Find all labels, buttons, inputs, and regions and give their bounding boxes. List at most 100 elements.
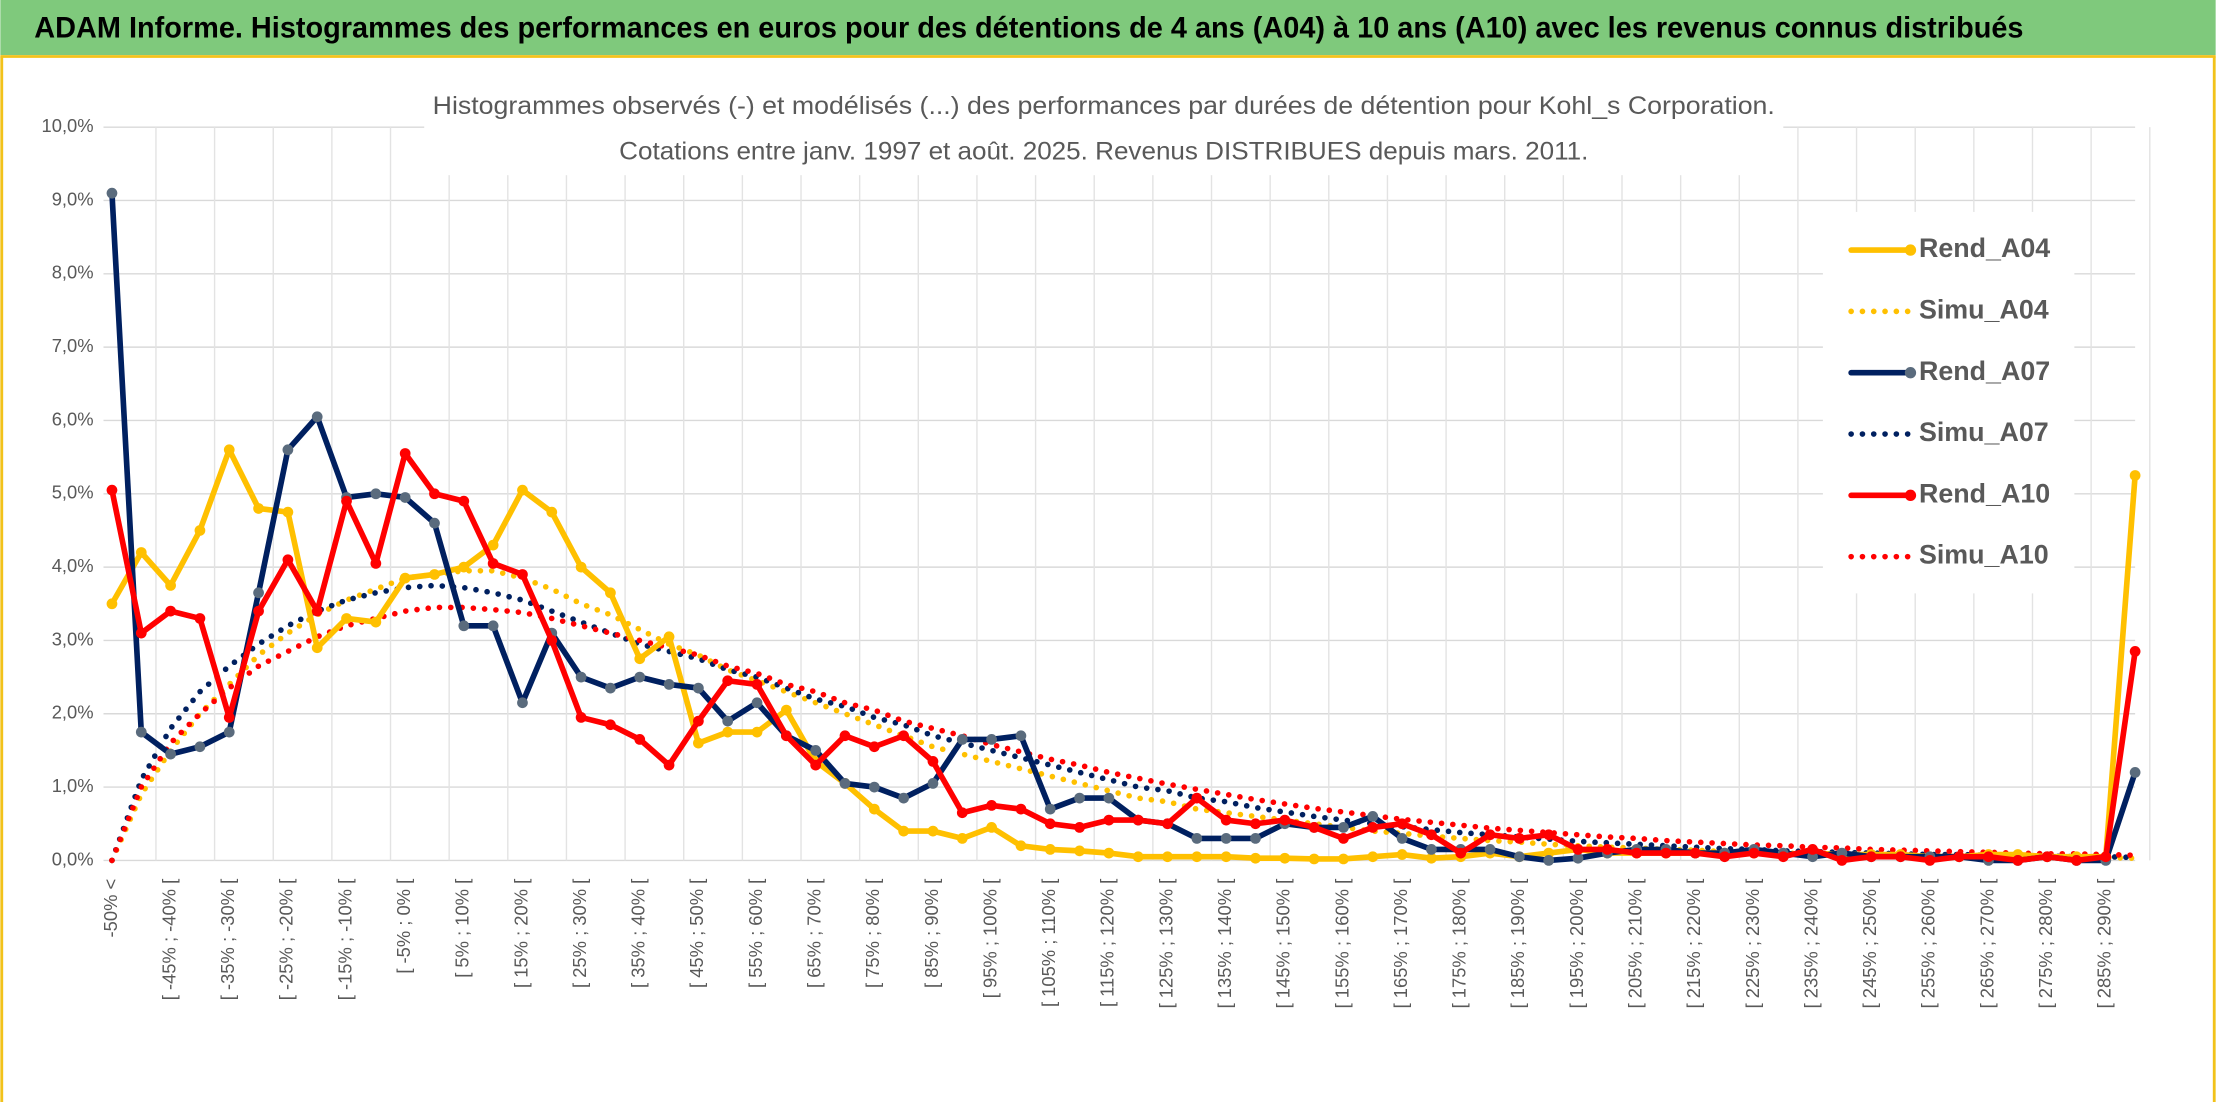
point bbox=[282, 444, 294, 456]
x-tick-label: [ 55% ; 60% [ bbox=[745, 879, 766, 988]
point bbox=[1044, 844, 1056, 855]
point bbox=[1924, 855, 1936, 866]
point bbox=[1865, 851, 1877, 863]
x-tick-label: [ 65% ; 70% [ bbox=[804, 879, 825, 988]
legend-label: Simu_A04 bbox=[1919, 294, 2049, 324]
point bbox=[106, 484, 118, 496]
point bbox=[458, 495, 470, 507]
point bbox=[1338, 833, 1349, 844]
x-tick-label: [ 255% ; 260% [ bbox=[1918, 879, 1939, 1009]
x-tick-label: [ 165% ; 170% [ bbox=[1390, 879, 1411, 1009]
point bbox=[1367, 822, 1379, 833]
point bbox=[986, 734, 997, 745]
series-line bbox=[109, 604, 2138, 864]
point bbox=[311, 411, 323, 423]
point bbox=[722, 715, 734, 727]
point bbox=[839, 730, 851, 742]
point bbox=[1279, 852, 1291, 864]
point bbox=[2129, 470, 2141, 481]
point bbox=[1279, 814, 1291, 826]
point bbox=[370, 558, 382, 569]
x-tick-label: [ 175% ; 180% [ bbox=[1449, 879, 1470, 1009]
legend-marker bbox=[1904, 489, 1917, 501]
x-tick-label: [ 15% ; 20% [ bbox=[510, 879, 531, 988]
point bbox=[1396, 818, 1408, 830]
x-tick-label: -50% < bbox=[100, 879, 121, 938]
point bbox=[253, 587, 264, 599]
point bbox=[223, 712, 235, 723]
x-tick-label: [ 145% ; 150% [ bbox=[1273, 879, 1294, 1009]
point bbox=[868, 741, 880, 753]
point bbox=[1103, 792, 1115, 804]
point bbox=[1015, 803, 1027, 815]
x-tick-label: [ 235% ; 240% [ bbox=[1800, 879, 1821, 1009]
point bbox=[927, 778, 939, 789]
point bbox=[135, 547, 147, 558]
point bbox=[1514, 833, 1525, 844]
point bbox=[634, 671, 646, 683]
point bbox=[1895, 851, 1906, 863]
point bbox=[1484, 844, 1496, 855]
x-tick-label: [ 195% ; 200% [ bbox=[1566, 879, 1587, 1009]
point bbox=[135, 627, 147, 639]
legend-background bbox=[1822, 211, 2075, 594]
point bbox=[311, 642, 323, 654]
point bbox=[810, 759, 822, 771]
title-background bbox=[424, 84, 1784, 176]
point bbox=[751, 697, 763, 709]
point bbox=[1426, 844, 1437, 855]
point bbox=[194, 741, 206, 753]
point bbox=[2129, 767, 2141, 778]
point bbox=[546, 635, 558, 646]
point bbox=[1983, 851, 1994, 863]
x-tick-label: [ 5% ; 10% [ bbox=[452, 879, 473, 978]
x-tick-label: [ 205% ; 210% [ bbox=[1625, 879, 1646, 1009]
x-tick-label: [ 25% ; 30% [ bbox=[569, 879, 590, 988]
point bbox=[927, 756, 939, 767]
point bbox=[1367, 851, 1379, 863]
point bbox=[399, 448, 411, 459]
point bbox=[253, 503, 264, 514]
point bbox=[106, 187, 118, 199]
point bbox=[1015, 730, 1027, 742]
point bbox=[1132, 851, 1144, 863]
chart-title: Histogrammes observés (-) et modélisés (… bbox=[433, 92, 1775, 120]
point bbox=[1748, 847, 1760, 859]
point bbox=[429, 569, 440, 580]
legend-label: Rend_A07 bbox=[1919, 356, 2050, 386]
header-bar bbox=[0, 0, 2216, 56]
point bbox=[1836, 855, 1848, 866]
point bbox=[1426, 852, 1437, 864]
x-tick-label: [ -35% ; -30% [ bbox=[217, 879, 238, 1000]
point bbox=[487, 620, 499, 632]
point bbox=[1455, 847, 1467, 859]
point bbox=[1631, 847, 1643, 859]
point bbox=[2041, 851, 2053, 863]
point bbox=[663, 679, 675, 690]
point bbox=[370, 616, 382, 628]
point bbox=[605, 682, 616, 694]
legend-label: Rend_A10 bbox=[1919, 478, 2050, 508]
point bbox=[1719, 851, 1730, 863]
point bbox=[634, 734, 646, 745]
point bbox=[1543, 855, 1555, 866]
point bbox=[2012, 855, 2024, 866]
y-tick-label: 8,0% bbox=[52, 262, 94, 283]
point bbox=[575, 671, 587, 683]
point bbox=[1220, 851, 1232, 863]
point bbox=[780, 704, 792, 716]
x-tick-label: [ 125% ; 130% [ bbox=[1155, 879, 1176, 1009]
point bbox=[1953, 851, 1965, 863]
y-tick-label: 7,0% bbox=[52, 335, 94, 356]
point bbox=[106, 598, 118, 610]
point bbox=[165, 748, 176, 760]
point bbox=[223, 444, 235, 456]
point bbox=[165, 605, 176, 617]
plot-area bbox=[106, 187, 2141, 866]
point bbox=[1132, 814, 1144, 826]
x-tick-label: [ 45% ; 50% [ bbox=[686, 879, 707, 988]
point bbox=[429, 517, 440, 529]
point bbox=[986, 800, 997, 811]
point bbox=[1484, 829, 1496, 841]
